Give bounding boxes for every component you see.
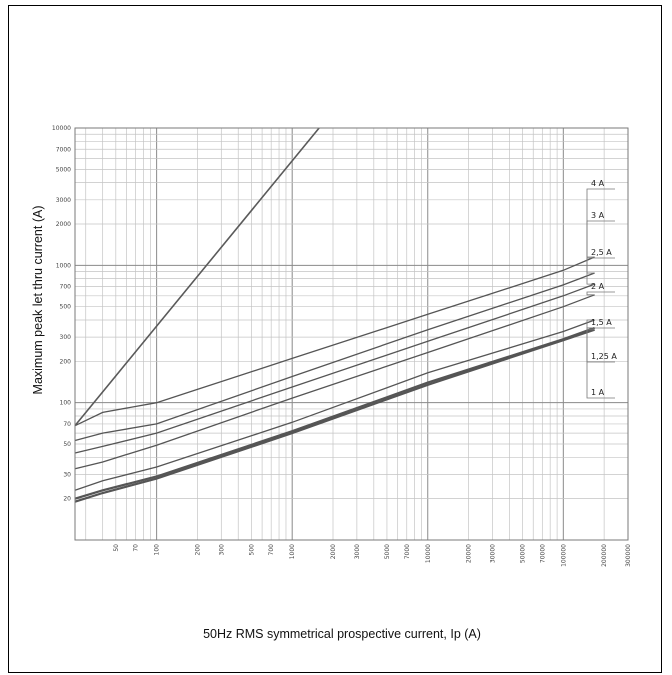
series-line [74,319,595,491]
curve-label: 1 A [591,388,605,397]
x-tick-label: 7000 [404,544,411,559]
label-leader [586,319,615,329]
curve-label: 1,5 A [591,318,612,327]
cutoff-line [74,127,320,427]
y-tick-label: 1000 [56,262,71,269]
label-leader [586,329,615,399]
x-tick-label: 100000 [560,544,567,567]
x-tick-label: 300000 [625,544,632,567]
x-tick-label: 3000 [354,544,361,559]
x-tick-label: 200 [194,544,201,556]
y-tick-label: 300 [60,334,72,341]
x-tick-label: 50 [113,544,120,552]
label-leader [586,188,615,258]
x-tick-label: 50000 [520,544,527,563]
y-tick-label: 500 [60,304,72,311]
series-line [74,328,595,503]
y-tick-label: 3000 [56,197,71,204]
x-tick-label: 200000 [601,544,608,567]
x-tick-labels: 50 70 100 200 300 500 700 1000 2000 3000 5000 7000 1… [113,544,632,567]
y-tick-label: 30 [63,471,71,478]
x-tick-label: 20000 [466,544,473,563]
x-tick-label: 70 [133,544,140,552]
cutoff-line-path [74,127,320,427]
y-tick-labels: 20 30 50 70 100 200 300 500 700 1000 2000 3000 5000 7… [52,125,71,503]
series-group [74,256,595,503]
curve-label: 3 A [591,211,605,220]
label-leader [586,291,615,296]
x-tick-label: 30000 [489,544,496,563]
y-axis-title: Maximum peak let thru current (A) [31,206,45,395]
x-tick-label: 70000 [539,544,546,563]
curve-label: 4 A [591,179,605,188]
y-tick-label: 50 [63,441,71,448]
y-tick-label: 2000 [56,221,71,228]
x-tick-label: 300 [218,544,225,556]
plot-border [74,127,629,541]
y-tick-label: 7000 [56,146,71,153]
figure-frame [8,5,662,673]
x-tick-label: 2000 [330,544,337,559]
x-tick-label: 5000 [384,544,391,559]
label-leader [586,220,615,274]
label-leader [586,257,615,285]
x-tick-label: 100 [154,544,161,556]
y-tick-label: 70 [63,421,71,428]
curve-label: 2,5 A [591,248,612,257]
x-tick-label: 10000 [425,544,432,563]
x-tick-label: 500 [248,544,255,556]
curve-label: 1,25 A [591,352,617,361]
y-tick-label: 5000 [56,166,71,173]
series-line [74,294,595,470]
series-line [74,283,595,454]
curve-label: 2 A [591,282,605,291]
y-tick-label: 20 [63,496,71,503]
series-line [74,256,595,427]
x-tick-label: 700 [268,544,275,556]
series-line [74,272,595,442]
curve-labels: 4 A 3 A 2,5 A 2 A 1,5 A 1,25 A 1 A [586,179,617,399]
y-tick-label: 200 [60,358,72,365]
series-line [74,326,595,500]
y-tick-label: 100 [60,400,72,407]
x-axis-title: 50Hz RMS symmetrical prospective current… [203,627,481,641]
grid [75,128,628,540]
y-tick-label: 10000 [52,125,71,132]
x-tick-label: 1000 [289,544,296,559]
y-tick-label: 700 [60,284,72,291]
